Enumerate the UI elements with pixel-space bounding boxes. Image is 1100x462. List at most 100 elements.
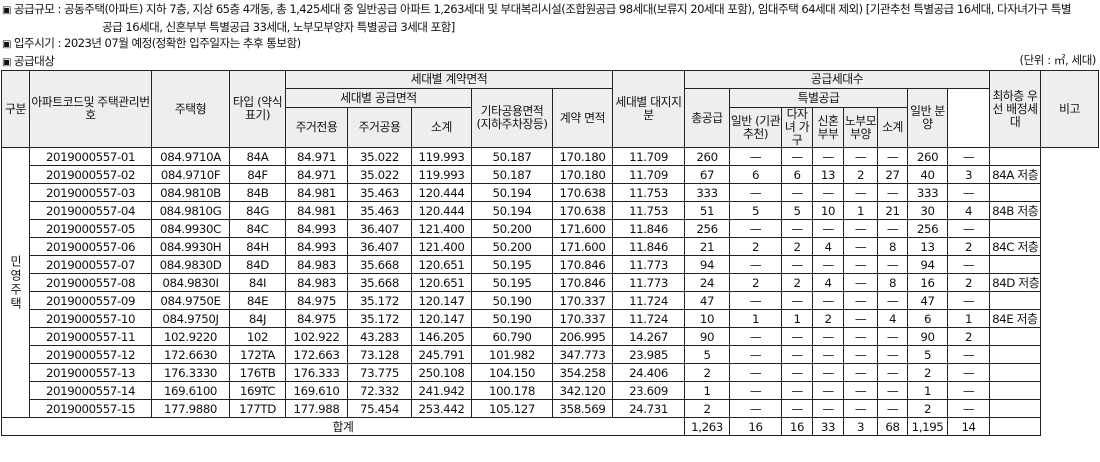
cell-common: 72.332 xyxy=(347,381,412,400)
col-inst: 일반 (기관추천) xyxy=(729,107,783,148)
cell-multi: 6 xyxy=(781,165,814,184)
total-newlywed: 33 xyxy=(812,417,845,436)
cell-type-label: 84J xyxy=(229,309,286,328)
supply-target-text: 공급대상 xyxy=(13,54,55,68)
total-ssub: 68 xyxy=(877,417,909,436)
table-row: 2019000557-05 084.9930C 84C 84.993 36.407 121… xyxy=(2,219,1099,238)
total-total: 1,263 xyxy=(684,417,731,436)
cell-common: 36.407 xyxy=(347,219,412,238)
cell-type-label: 177TD xyxy=(229,399,286,418)
cell-inst: — xyxy=(729,219,783,238)
total-general: 1,195 xyxy=(907,417,949,436)
cell-other-common: 50.200 xyxy=(471,237,553,256)
cell-remarks: 84D 저층 xyxy=(989,273,1042,292)
cell-inst: — xyxy=(729,255,783,274)
cell-other-common: 60.790 xyxy=(471,327,553,346)
cell-lowest-floor: — xyxy=(947,291,991,310)
col-contract-area-group: 세대별 계약면적 xyxy=(284,70,614,89)
cell-remarks: 84C 저층 xyxy=(989,237,1042,256)
supply-scale-line-cont: 공급 16세대, 신혼부부 특별공급 33세대, 노부모부양자 특별공급 3세대… xyxy=(2,19,1098,35)
cell-total-supply: 21 xyxy=(684,237,731,256)
cell-contract: 171.600 xyxy=(551,219,614,238)
cell-common: 73.775 xyxy=(347,363,412,382)
cell-land-share: 11.724 xyxy=(612,309,686,328)
cell-housing-type: 084.9930H xyxy=(151,237,230,256)
cell-private: 84.981 xyxy=(285,201,348,220)
cell-inst: — xyxy=(729,327,783,346)
cell-special-subtotal: — xyxy=(877,381,909,400)
cell-total-supply: 90 xyxy=(684,327,731,346)
cell-newlywed: 4 xyxy=(812,237,845,256)
cell-contract: 170.846 xyxy=(551,255,614,274)
cell-subtotal: 146.205 xyxy=(411,327,472,346)
cell-land-share: 24.406 xyxy=(612,363,686,382)
col-multi: 다자녀 가구 xyxy=(781,107,814,148)
cell-special-subtotal: — xyxy=(877,255,909,274)
cell-common: 35.463 xyxy=(347,201,412,220)
cell-subtotal: 120.444 xyxy=(411,201,472,220)
cell-lowest-floor: — xyxy=(947,399,991,418)
cell-contract: 170.846 xyxy=(551,273,614,292)
cell-type-label: 84E xyxy=(229,291,286,310)
cell-elderly: — xyxy=(843,183,879,202)
cell-apt-code: 2019000557-15 xyxy=(29,399,152,418)
cell-total-supply: 2 xyxy=(684,363,731,382)
cell-remarks xyxy=(989,381,1042,400)
category-cell: 민영주택 xyxy=(1,147,30,418)
cell-private: 84.983 xyxy=(285,255,348,274)
table-row: 2019000557-14 169.6100 169TC 169.610 72.332 2… xyxy=(2,381,1099,400)
cell-other-common: 50.190 xyxy=(471,291,553,310)
cell-private: 172.663 xyxy=(285,345,348,364)
cell-general: 16 xyxy=(907,273,949,292)
cell-multi: — xyxy=(781,219,814,238)
table-row: 2019000557-02 084.9710F 84F 84.971 35.022 119… xyxy=(2,165,1099,184)
cell-other-common: 100.178 xyxy=(471,381,553,400)
cell-multi: 1 xyxy=(781,309,814,328)
cell-private: 84.975 xyxy=(285,291,348,310)
cell-special-subtotal: — xyxy=(877,327,909,346)
total-inst: 16 xyxy=(729,417,783,436)
cell-private: 84.983 xyxy=(285,273,348,292)
cell-type-label: 84D xyxy=(229,255,286,274)
cell-inst: — xyxy=(729,183,783,202)
cell-lowest-floor: 1 xyxy=(947,309,991,328)
cell-elderly: — xyxy=(843,273,879,292)
cell-other-common: 105.127 xyxy=(471,399,553,418)
cell-remarks xyxy=(989,363,1042,382)
cell-contract: 170.180 xyxy=(551,165,614,184)
cell-newlywed: 13 xyxy=(812,165,845,184)
cell-private: 177.988 xyxy=(285,399,348,418)
col-common: 주거공용 xyxy=(347,107,412,148)
cell-other-common: 50.187 xyxy=(471,147,553,166)
cell-apt-code: 2019000557-07 xyxy=(29,255,152,274)
cell-common: 36.407 xyxy=(347,237,412,256)
table-row: 2019000557-08 084.9830I 84I 84.983 35.668 120… xyxy=(2,273,1099,292)
col-gubun: 구분 xyxy=(1,70,30,148)
square-bullet-icon: ▣ xyxy=(2,5,11,16)
total-remarks xyxy=(989,417,1042,436)
cell-elderly: — xyxy=(843,399,879,418)
cell-other-common: 50.194 xyxy=(471,183,553,202)
col-land-share: 세대별 대지지분 xyxy=(612,70,686,148)
supply-scale-line: ▣ 공급규모 : 공동주택(아파트) 지하 7층, 지상 65층 4개동, 총 1… xyxy=(2,1,1098,19)
col-total-supply: 총공급 xyxy=(684,88,731,148)
cell-other-common: 50.200 xyxy=(471,219,553,238)
cell-housing-type: 177.9880 xyxy=(151,399,230,418)
cell-elderly: 2 xyxy=(843,165,879,184)
cell-apt-code: 2019000557-14 xyxy=(29,381,152,400)
cell-lowest-floor: 2 xyxy=(947,327,991,346)
cell-special-subtotal: — xyxy=(877,219,909,238)
cell-type-label: 102 xyxy=(229,327,286,346)
cell-subtotal: 253.442 xyxy=(411,399,472,418)
total-row: 합계 1,263 16 16 33 3 68 1,195 14 xyxy=(0,417,1099,436)
cell-contract: 342.120 xyxy=(551,381,614,400)
cell-contract: 206.995 xyxy=(551,327,614,346)
cell-remarks xyxy=(989,291,1042,310)
cell-housing-type: 084.9710F xyxy=(151,165,230,184)
cell-type-label: 84H xyxy=(229,237,286,256)
cell-inst: 6 xyxy=(729,165,783,184)
supply-target-line: ▣ 공급대상 xyxy=(2,53,1098,71)
cell-contract: 354.258 xyxy=(551,363,614,382)
cell-contract: 171.600 xyxy=(551,237,614,256)
table-head: 구분 아파트코드및 주택관리번호 주택형 타입 (약식표기) 세대별 계약면적 … xyxy=(1,70,1100,148)
